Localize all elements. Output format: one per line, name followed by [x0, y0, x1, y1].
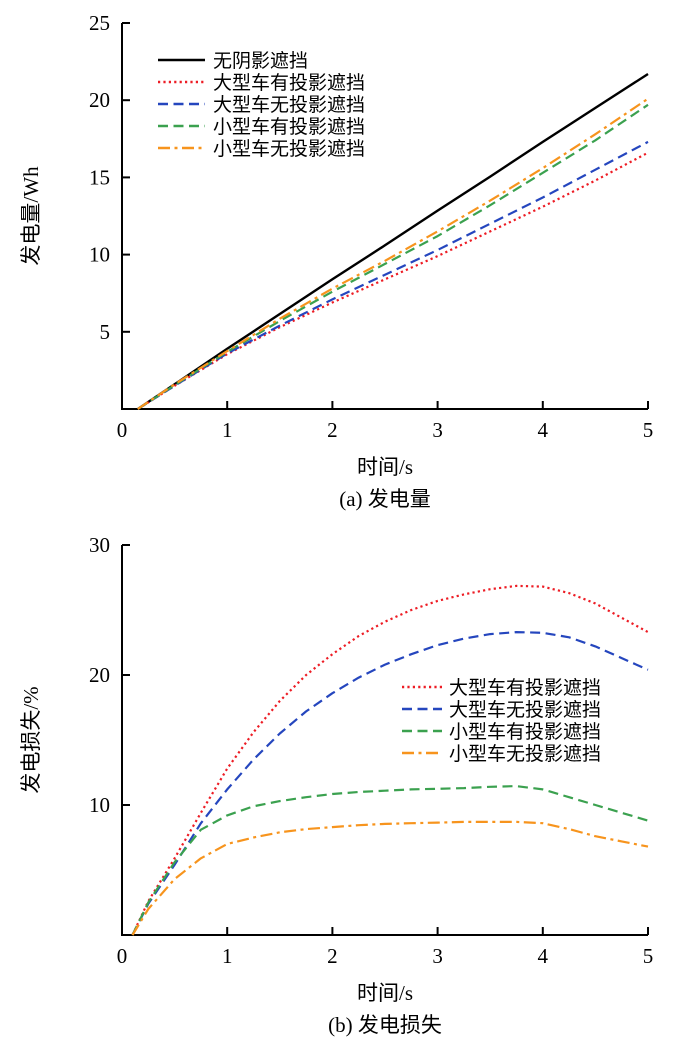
y-tick-label: 10	[89, 243, 110, 267]
generation-loss-chart: 0 1 2 3 4 5 10 20 30 大型车有投影遮挡大型车无投影遮挡小型车有投影遮挡小型车无…	[19, 533, 654, 1037]
x-tick-label: 0	[117, 944, 128, 968]
series-line-no-shading	[137, 72, 649, 410]
power-generation-figure: 0 1 2 3 4 5 5 10 15 20 25 无阴影遮挡 大型车有投影遮挡 大型车无投影遮挡 小型车有…	[0, 0, 700, 519]
series-line-large-vehicle-with-shadow	[137, 151, 649, 410]
y-axis-title: 发电损失/%	[19, 686, 43, 793]
x-tick-label: 3	[432, 418, 443, 442]
x-tick-label: 2	[327, 418, 338, 442]
generation-loss-figure: 0 1 2 3 4 5 10 20 30 大型车有投影遮挡 大型车无投影遮挡 小型车有投影遮挡 小型车无…	[0, 519, 700, 1044]
x-tick-label: 4	[538, 944, 549, 968]
y-tick-label: 5	[100, 320, 111, 344]
x-axis-title: 时间/s	[357, 981, 413, 1005]
series-line-large-vehicle-with-shadow	[131, 584, 649, 936]
legend-label-small-vehicle-with-shadow: 小型车有投影遮挡	[213, 116, 365, 138]
legend-label-small-vehicle-no-shadow: 小型车无投影遮挡	[449, 743, 601, 765]
x-tick-label: 1	[222, 418, 233, 442]
series-line-large-vehicle-no-shadow	[131, 630, 649, 936]
legend-label-small-vehicle-with-shadow: 小型车有投影遮挡	[449, 721, 601, 743]
y-tick-label: 15	[89, 165, 110, 189]
x-tick-label: 1	[222, 944, 233, 968]
legend-label-large-vehicle-with-shadow: 大型车有投影遮挡	[213, 72, 365, 94]
x-tick-label: 2	[327, 944, 338, 968]
x-axis-title: 时间/s	[357, 455, 413, 479]
x-tick-label: 5	[643, 944, 654, 968]
axis-lines	[121, 23, 648, 410]
y-tick-label: 10	[89, 793, 110, 817]
subfigure-caption: (a) 发电量	[339, 487, 431, 511]
y-tick-label: 25	[89, 11, 110, 35]
x-tick-label: 4	[538, 418, 549, 442]
x-tick-label: 3	[432, 944, 443, 968]
x-tick-label: 0	[117, 418, 128, 442]
legend-label-large-vehicle-no-shadow: 大型车无投影遮挡	[449, 699, 601, 721]
series-line-small-vehicle-no-shadow	[131, 820, 649, 936]
subfigure-caption: (b) 发电损失	[328, 1013, 442, 1037]
legend-label-small-vehicle-no-shadow: 小型车无投影遮挡	[213, 138, 365, 160]
power-generation-chart: 0 1 2 3 4 5 5 10 15 20 25 无阴影遮挡大型车有投影遮挡大型车无投影遮挡小型车有…	[19, 11, 654, 511]
y-axis-title: 发电量/Wh	[19, 166, 43, 266]
legend-label-large-vehicle-with-shadow: 大型车有投影遮挡	[449, 677, 601, 699]
series-line-small-vehicle-with-shadow	[137, 103, 649, 410]
y-tick-label: 20	[89, 88, 110, 112]
y-tick-label: 30	[89, 533, 110, 557]
legend-label-no-shading: 无阴影遮挡	[213, 50, 308, 72]
series-line-small-vehicle-no-shadow	[137, 97, 649, 410]
y-tick-label: 20	[89, 663, 110, 687]
x-tick-label: 5	[643, 418, 654, 442]
legend-label-large-vehicle-no-shadow: 大型车无投影遮挡	[213, 94, 365, 116]
series-line-small-vehicle-with-shadow	[131, 785, 649, 936]
